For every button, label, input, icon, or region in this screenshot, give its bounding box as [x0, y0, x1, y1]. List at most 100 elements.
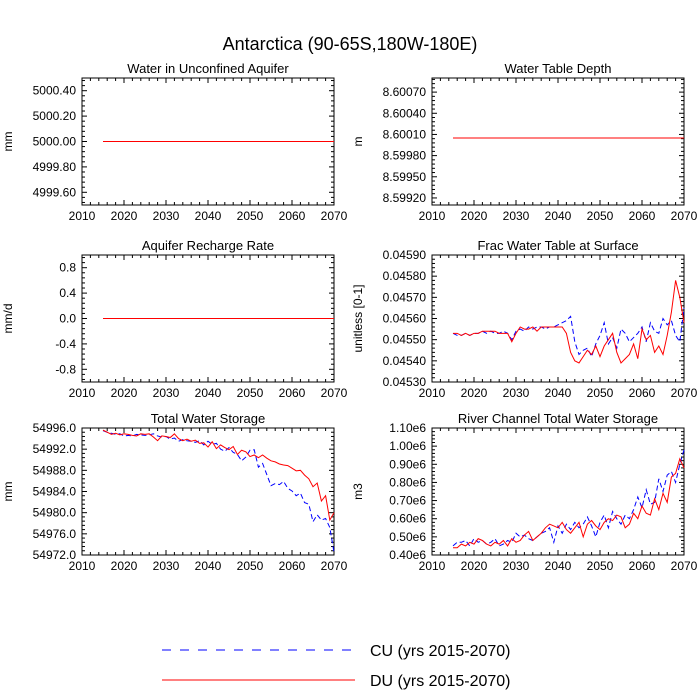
x-tick-label: 2040 — [195, 386, 222, 400]
y-tick-label: 5000.40 — [33, 84, 77, 98]
figure-title: Antarctica (90-65S,180W-180E) — [223, 34, 478, 54]
y-tick-label: 0.90e6 — [389, 457, 426, 471]
series-line-du — [102, 429, 335, 522]
panel-title: Water in Unconfined Aquifer — [127, 61, 289, 76]
chart-panel-1: Water in Unconfined Aquifer 2010 2020 2030 2… — [1, 61, 348, 223]
y-axis-label: unitless [0-1] — [351, 284, 365, 352]
y-tick-label: 1.10e6 — [389, 421, 426, 435]
y-tick-label: 0.4 — [59, 286, 76, 300]
y-tick-label: 0.70e6 — [389, 494, 426, 508]
x-tick-label: 2060 — [279, 559, 306, 573]
x-tick-label: 2020 — [461, 559, 488, 573]
x-tick-label: 2030 — [503, 559, 530, 573]
x-tick-label: 2020 — [111, 386, 138, 400]
x-tick-label: 2060 — [629, 386, 656, 400]
series-line-cu — [452, 307, 685, 358]
series-line-du — [453, 457, 685, 549]
plot-frame — [431, 254, 685, 383]
y-tick-label: 0.04530 — [383, 375, 427, 389]
y-tick-label: 0.04540 — [383, 354, 427, 368]
y-tick-label: 8.59920 — [383, 191, 427, 205]
series-line-du — [453, 280, 685, 364]
x-tick-label: 2070 — [671, 386, 698, 400]
x-tick-label: 2050 — [237, 386, 264, 400]
x-tick-label: 2050 — [587, 559, 614, 573]
series-line-cu — [102, 430, 335, 553]
y-axis-label: m3 — [351, 483, 365, 500]
y-tick-label: 0.0 — [59, 312, 76, 326]
x-tick-label: 2040 — [545, 559, 572, 573]
x-tick-label: 2050 — [237, 209, 264, 223]
x-tick-label: 2040 — [195, 209, 222, 223]
y-axis-label: mm/d — [1, 304, 15, 334]
x-tick-label: 2070 — [671, 559, 698, 573]
y-tick-label: 54976.0 — [33, 527, 77, 541]
x-tick-label: 2030 — [153, 559, 180, 573]
y-axis-label: mm — [1, 132, 15, 152]
x-tick-label: 2070 — [671, 209, 698, 223]
x-tick-label: 2020 — [111, 559, 138, 573]
y-tick-label: 0.60e6 — [389, 512, 426, 526]
x-tick-label: 2030 — [503, 209, 530, 223]
x-tick-label: 2070 — [321, 559, 348, 573]
x-tick-label: 2020 — [111, 209, 138, 223]
y-tick-label: 5000.00 — [33, 135, 77, 149]
y-tick-label: 0.04580 — [383, 269, 427, 283]
y-tick-label: -0.4 — [55, 337, 76, 351]
x-tick-label: 2060 — [629, 559, 656, 573]
x-tick-label: 2020 — [461, 209, 488, 223]
y-tick-label: 8.60040 — [383, 106, 427, 120]
y-tick-label: 54980.0 — [33, 506, 77, 520]
chart-panel-5: Total Water Storage 2010 2020 2030 2040 2050 2… — [1, 411, 348, 573]
y-tick-label: 8.60010 — [383, 127, 427, 141]
chart-panel-6: River Channel Total Water Storage 2010 202… — [351, 411, 698, 573]
x-tick-label: 2020 — [461, 386, 488, 400]
y-tick-label: 5000.20 — [33, 109, 77, 123]
y-tick-label: 4999.60 — [33, 185, 77, 199]
y-tick-label: -0.8 — [55, 362, 76, 376]
x-tick-label: 2030 — [153, 386, 180, 400]
panel-title: Aquifer Recharge Rate — [142, 238, 274, 253]
y-tick-label: 0.50e6 — [389, 530, 426, 544]
x-tick-label: 2030 — [153, 209, 180, 223]
y-tick-label: 0.04570 — [383, 290, 427, 304]
y-tick-label: 54984.0 — [33, 485, 77, 499]
legend-label-du: DU (yrs 2015-2070) — [370, 673, 511, 690]
x-tick-label: 2050 — [587, 209, 614, 223]
x-tick-label: 2060 — [279, 386, 306, 400]
y-tick-label: 54988.0 — [33, 463, 77, 477]
y-tick-label: 8.59950 — [383, 170, 427, 184]
series-line-cu — [452, 449, 685, 547]
y-tick-label: 0.04590 — [383, 248, 427, 262]
chart-panel-4: Frac Water Table at Surface 2010 2020 2030 2… — [351, 238, 698, 400]
x-tick-label: 2010 — [69, 386, 96, 400]
x-tick-label: 2010 — [419, 386, 446, 400]
x-tick-label: 2010 — [419, 559, 446, 573]
x-tick-label: 2070 — [321, 209, 348, 223]
y-tick-label: 4999.80 — [33, 160, 77, 174]
x-tick-label: 2030 — [503, 386, 530, 400]
panels: Water in Unconfined Aquifer 2010 2020 2030 2… — [1, 61, 698, 573]
plot-frame — [431, 427, 685, 556]
x-tick-label: 2010 — [69, 209, 96, 223]
panel-title: Water Table Depth — [505, 61, 612, 76]
y-tick-label: 0.04560 — [383, 312, 427, 326]
panel-title: Total Water Storage — [151, 411, 265, 426]
y-tick-label: 8.59980 — [383, 149, 427, 163]
y-tick-label: 0.40e6 — [389, 548, 426, 562]
x-tick-label: 2070 — [321, 386, 348, 400]
y-axis-label: m — [351, 137, 365, 147]
y-tick-label: 8.60070 — [383, 85, 427, 99]
y-tick-label: 54992.0 — [33, 442, 77, 456]
y-tick-label: 54996.0 — [33, 421, 77, 435]
y-tick-label: 1.00e6 — [389, 439, 426, 453]
y-axis-label: mm — [1, 482, 15, 502]
chart-panel-3: Aquifer Recharge Rate 2010 2020 2030 2040 205… — [1, 238, 348, 400]
x-tick-label: 2010 — [69, 559, 96, 573]
x-tick-label: 2060 — [629, 209, 656, 223]
y-tick-label: 54972.0 — [33, 548, 77, 562]
x-tick-label: 2040 — [195, 559, 222, 573]
y-tick-label: 0.80e6 — [389, 475, 426, 489]
x-tick-label: 2060 — [279, 209, 306, 223]
